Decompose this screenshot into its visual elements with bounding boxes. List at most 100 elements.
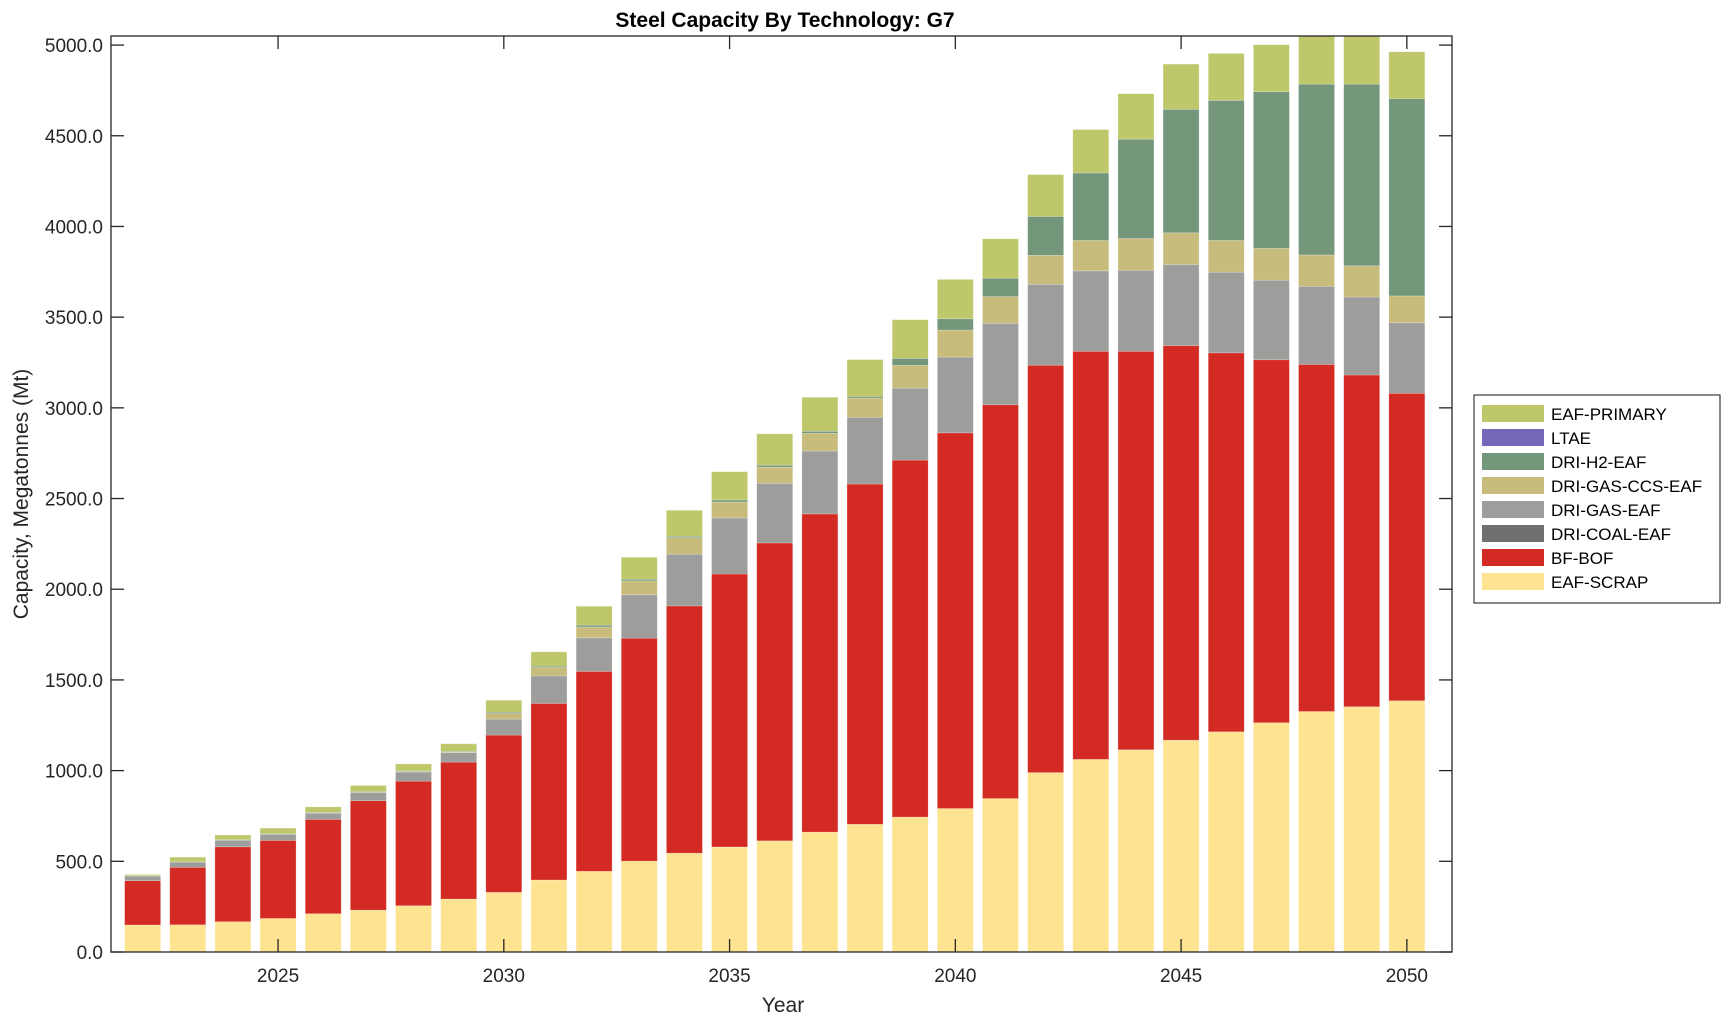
legend-label: DRI-GAS-CCS-EAF — [1551, 477, 1702, 496]
bar-eaf-scrap-2047 — [1253, 722, 1290, 952]
legend-swatch — [1482, 429, 1544, 446]
x-tick-label: 2025 — [257, 966, 299, 987]
bar-dri-gas-eaf-2035 — [711, 517, 748, 575]
y-tick-label: 3500.0 — [45, 308, 103, 329]
bar-dri-gas-ccs-eaf-2041 — [982, 296, 1019, 324]
bar-eaf-primary-2029 — [440, 743, 477, 752]
y-tick-label: 2500.0 — [45, 490, 103, 511]
bar-dri-h2-eaf-2046 — [1207, 100, 1245, 241]
legend-item-dri-h2-eaf: DRI-H2-EAF — [1482, 453, 1646, 472]
bar-eaf-scrap-2050 — [1388, 700, 1426, 952]
bar-dri-gas-ccs-eaf-2047 — [1253, 247, 1290, 281]
bar-eaf-scrap-2045 — [1162, 739, 1200, 952]
bar-bf-bof-2040 — [937, 432, 974, 809]
chart-title: Steel Capacity By Technology: G7 — [615, 9, 954, 32]
bar-bf-bof-2026 — [304, 819, 342, 915]
bar-bf-bof-2022 — [124, 880, 161, 926]
bar-bf-bof-2046 — [1207, 352, 1245, 733]
bar-dri-h2-eaf-2049 — [1343, 83, 1380, 267]
bar-stack-2049 — [1343, 36, 1380, 952]
bar-eaf-primary-2023 — [169, 856, 207, 863]
legend-swatch — [1482, 453, 1544, 470]
bar-eaf-scrap-2034 — [666, 852, 703, 952]
bar-eaf-primary-2046 — [1207, 53, 1245, 101]
bar-eaf-primary-2025 — [259, 827, 297, 835]
bar-eaf-scrap-2031 — [530, 879, 568, 952]
bar-eaf-scrap-2040 — [937, 808, 974, 952]
y-tick-label: 4500.0 — [45, 127, 103, 148]
bar-bf-bof-2025 — [259, 840, 297, 919]
bar-eaf-primary-2033 — [620, 556, 658, 580]
bar-eaf-scrap-2032 — [575, 870, 613, 952]
legend-swatch — [1482, 501, 1544, 518]
bar-stack-2046 — [1207, 53, 1245, 952]
bar-stack-2045 — [1162, 63, 1200, 952]
bar-bf-bof-2041 — [982, 404, 1019, 799]
bar-dri-gas-ccs-eaf-2043 — [1072, 240, 1110, 272]
bar-stack-2026 — [304, 806, 342, 952]
bar-eaf-scrap-2026 — [304, 913, 342, 952]
bar-dri-h2-eaf-2044 — [1117, 138, 1155, 239]
bar-dri-gas-eaf-2046 — [1207, 271, 1245, 354]
bar-stack-2039 — [891, 319, 929, 952]
bar-eaf-primary-2022 — [124, 874, 161, 877]
bar-dri-gas-eaf-2036 — [756, 482, 794, 544]
bar-dri-gas-eaf-2030 — [485, 718, 523, 736]
bar-dri-gas-ccs-eaf-2049 — [1343, 265, 1380, 298]
bar-dri-gas-eaf-2050 — [1388, 322, 1426, 394]
bar-stack-2032 — [575, 605, 613, 952]
bar-bf-bof-2045 — [1162, 345, 1200, 741]
bar-dri-gas-ccs-eaf-2032 — [575, 626, 613, 639]
x-tick-label: 2040 — [934, 966, 976, 987]
legend-swatch — [1482, 573, 1544, 590]
bar-eaf-scrap-2038 — [846, 823, 884, 952]
bar-dri-gas-eaf-2029 — [440, 752, 477, 763]
bar-stack-2040 — [937, 279, 974, 952]
bar-stack-2028 — [395, 763, 432, 952]
bar-dri-gas-ccs-eaf-2034 — [666, 537, 703, 555]
bar-dri-gas-eaf-2049 — [1343, 296, 1380, 376]
bar-eaf-scrap-2035 — [711, 846, 748, 952]
bar-eaf-primary-2026 — [304, 806, 342, 813]
x-tick-label: 2045 — [1160, 966, 1202, 987]
bar-stack-2037 — [801, 397, 839, 952]
bar-dri-h2-eaf-2025 — [259, 833, 297, 835]
bar-stack-2044 — [1117, 93, 1155, 952]
legend-label: BF-BOF — [1551, 549, 1613, 568]
bar-dri-h2-eaf-2050 — [1388, 98, 1426, 297]
bar-bf-bof-2035 — [711, 573, 748, 848]
bar-bf-bof-2038 — [846, 483, 884, 825]
bar-dri-h2-eaf-2047 — [1253, 91, 1290, 249]
y-axis: 0.0 500.0 1000.0 1500.0 2000.0 2500.0 3000.0 35… — [45, 36, 1452, 964]
legend-item-dri-coal-eaf: DRI-COAL-EAF — [1482, 525, 1671, 544]
legend-item-ltae: LTAE — [1482, 429, 1591, 448]
bar-dri-gas-eaf-2028 — [395, 771, 432, 782]
x-axis: 2025 2030 2035 2040 2045 2050 — [257, 36, 1428, 987]
bar-eaf-primary-2032 — [575, 605, 613, 626]
bar-bf-bof-2032 — [575, 671, 613, 872]
legend: EAF-PRIMARY LTAE DRI-H2-EAF DRI-GAS-CCS-EAF… — [1473, 394, 1721, 604]
bar-stack-2042 — [1027, 174, 1064, 952]
bar-dri-gas-eaf-2025 — [259, 833, 297, 841]
legend-item-bf-bof: BF-BOF — [1482, 549, 1613, 568]
bar-dri-gas-eaf-2037 — [801, 450, 839, 515]
bar-eaf-scrap-2041 — [982, 798, 1019, 952]
bar-stack-2036 — [756, 433, 794, 952]
bar-stack-2047 — [1253, 44, 1290, 952]
x-tick-label: 2030 — [483, 966, 525, 987]
bar-dri-h2-eaf-2041 — [982, 277, 1019, 297]
plot-area-frame — [110, 35, 1453, 953]
legend-box — [1473, 394, 1721, 604]
bar-bf-bof-2034 — [666, 605, 703, 854]
x-tick-label: 2035 — [708, 966, 750, 987]
bar-eaf-primary-2027 — [350, 785, 387, 792]
bar-dri-h2-eaf-2039 — [891, 358, 929, 366]
legend-label: DRI-H2-EAF — [1551, 453, 1646, 472]
bar-dri-gas-eaf-2032 — [575, 637, 613, 672]
bar-eaf-scrap-2037 — [801, 831, 839, 952]
legend-item-dri-gas-eaf: DRI-GAS-EAF — [1482, 501, 1661, 520]
bar-dri-h2-eaf-2040 — [937, 318, 974, 331]
bar-eaf-scrap-2027 — [350, 909, 387, 952]
bar-dri-gas-ccs-eaf-2044 — [1117, 238, 1155, 271]
